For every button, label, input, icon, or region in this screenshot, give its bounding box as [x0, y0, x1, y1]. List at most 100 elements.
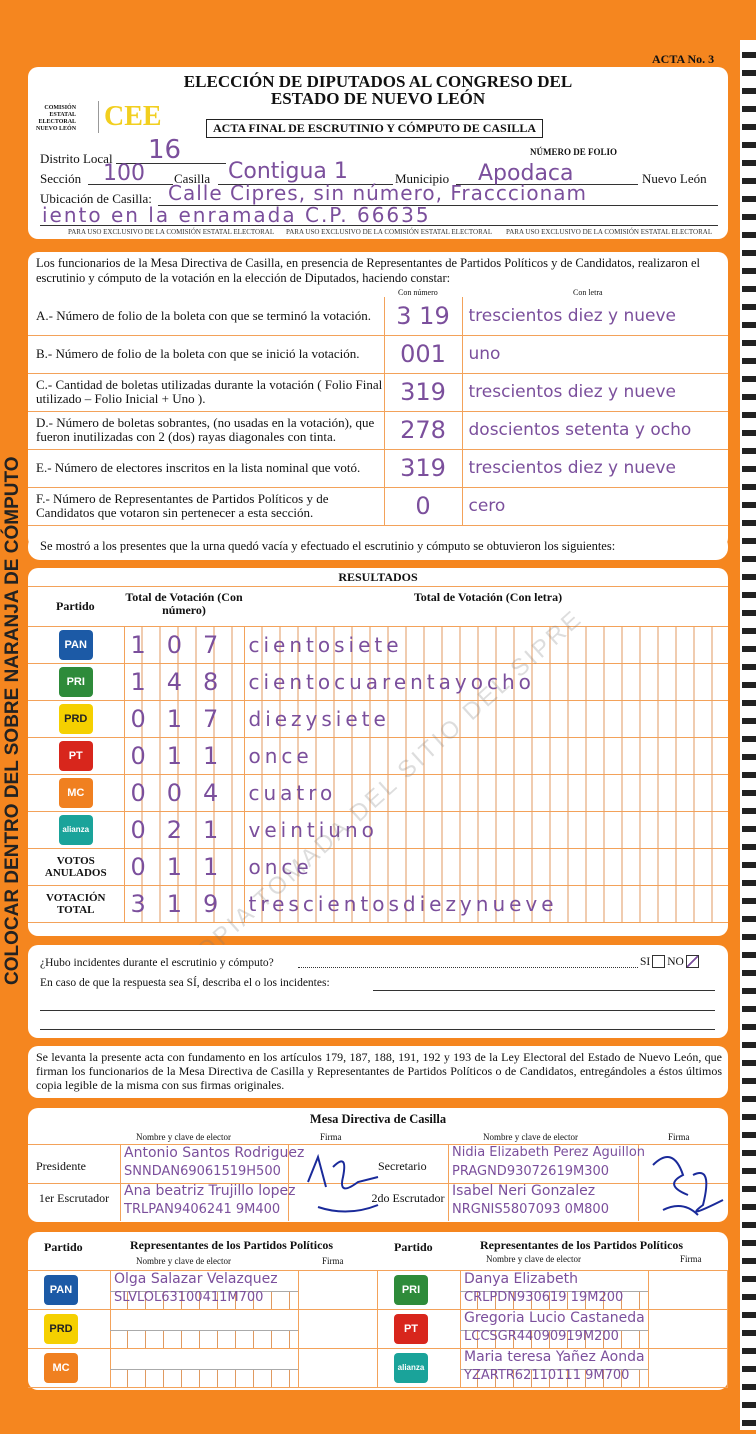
- row-label: VOTACIÓN TOTAL: [46, 892, 106, 916]
- rep-name: Danya Elizabeth: [464, 1271, 578, 1287]
- exclusive-note: PARA USO EXCLUSIVO DE LA COMISIÓN ESTATA…: [68, 228, 275, 236]
- org-name: COMISIÓN ESTATAL ELECTORAL NUEVO LEÓN: [36, 105, 77, 132]
- presidente-signature: [307, 1153, 379, 1213]
- results-row: VOTACIÓN TOTAL 319 trescientosdiezynueve: [28, 885, 728, 923]
- results-row: PRI 148 cientocuarentayocho: [28, 663, 728, 701]
- statement-num-value: 001: [400, 340, 446, 368]
- party-cell: MC: [28, 774, 125, 812]
- statement-panel: Los funcionarios de la Mesa Directiva de…: [28, 252, 728, 548]
- total-num-value: 021: [130, 816, 240, 844]
- results-panel: RESULTADOS Partido Total de Votación (Co…: [28, 568, 728, 979]
- alianza-logo-icon: alianza: [58, 815, 93, 845]
- presidente-label: Presidente: [36, 1159, 86, 1173]
- statement-row: F.- Número de Representantes de Partidos…: [28, 487, 728, 526]
- total-letra-value: cientosiete: [248, 633, 403, 657]
- no-label: NO: [667, 955, 684, 968]
- total-num-cell: 107: [123, 626, 245, 664]
- row-label: VOTOS ANULADOS: [44, 855, 107, 879]
- estado-label: Nuevo León: [642, 171, 707, 186]
- statement-num: 0: [384, 487, 463, 526]
- header-panel: ELECCIÓN DE DIPUTADOS AL CONGRESO DEL ES…: [28, 67, 728, 239]
- rep-clave: YZARTR62110111 9M700: [464, 1368, 630, 1383]
- acta-subtitle: ACTA FINAL DE ESCRUTINIO Y CÓMPUTO DE CA…: [206, 119, 544, 138]
- shown-note: Se mostró a los presentes que la urna qu…: [40, 539, 616, 553]
- title-line2: ESTADO DE NUEVO LEÓN: [270, 89, 486, 108]
- statement-table: A.- Número de folio de la boleta con que…: [28, 297, 728, 526]
- total-num-cell: 011: [123, 737, 245, 775]
- prd-logo-icon: PRD: [44, 1314, 78, 1344]
- rep-name: Gregoria Lucio Castaneda: [464, 1310, 645, 1326]
- statement-label: D.- Número de boletas sobrantes, (no usa…: [28, 411, 385, 450]
- total-num-value: 017: [130, 705, 240, 733]
- ubicacion-line2: iento en la enramada C.P. 66635: [42, 203, 431, 227]
- statement-letra-value: uno: [468, 344, 501, 364]
- incidents-describe-label: En caso de que la respuesta sea SÍ, desc…: [40, 977, 330, 989]
- escrutador1-clave: TRLPAN9406241 9M400: [124, 1202, 281, 1217]
- statement-num-value: 319: [400, 454, 446, 482]
- statement-num: 001: [384, 335, 463, 374]
- seccion-value: 100: [103, 161, 145, 186]
- secretario-name: Nidia Elizabeth Perez Aguillon: [452, 1145, 646, 1160]
- total-letra-cell: cientosiete: [243, 626, 728, 664]
- escrutador1-label: 1er Escrutador: [38, 1191, 110, 1205]
- distrito-label: Distrito Local: [40, 151, 113, 166]
- results-row: VOTOS ANULADOS 011 once: [28, 848, 728, 886]
- rep-clave: SLVLOL63100411M700: [114, 1290, 264, 1305]
- statement-letra-value: trescientos diez y nueve: [468, 382, 677, 402]
- total-num-cell: 021: [123, 811, 245, 849]
- statement-row: E.- Número de electores inscritos en la …: [28, 449, 728, 488]
- statement-letra-value: cero: [468, 496, 506, 516]
- results-row: alianza 021 veintiuno: [28, 811, 728, 849]
- statement-num-value: 319: [400, 378, 446, 406]
- folio-label: NÚMERO DE FOLIO: [530, 147, 618, 157]
- total-num-cell: 148: [123, 663, 245, 701]
- total-num-value: 004: [130, 779, 240, 807]
- edge-strip: [740, 40, 756, 1430]
- escrutador2-name: Isabel Neri Gonzalez: [452, 1183, 596, 1199]
- col-numero-header: Con número: [398, 288, 438, 297]
- total-num-cell: 011: [123, 848, 245, 886]
- total-letra-value: diezysiete: [248, 707, 390, 731]
- secretario-clave: PRAGND93072619M300: [452, 1164, 610, 1179]
- statement-label: E.- Número de electores inscritos en la …: [28, 449, 385, 488]
- incidents-panel: ¿Hubo incidentes durante el escrutinio y…: [28, 945, 728, 1038]
- total-num-value: 319: [130, 890, 240, 918]
- seccion-label: Sección: [40, 171, 82, 186]
- results-table: PAN 107 cientosiete PRI 148 cientocuarent…: [28, 626, 728, 923]
- presidente-clave: SNNDAN69061519H500: [124, 1164, 281, 1179]
- distrito-value: 16: [148, 135, 182, 165]
- title-line1: ELECCIÓN DE DIPUTADOS AL CONGRESO DEL: [183, 72, 573, 91]
- pt-logo-icon: PT: [58, 741, 93, 771]
- total-letra-cell: once: [243, 737, 728, 775]
- total-num-cell: 017: [123, 700, 245, 738]
- total-letra-value: once: [248, 744, 313, 768]
- results-title: RESULTADOS: [338, 570, 418, 584]
- pri-logo-icon: PRI: [394, 1275, 428, 1305]
- pan-logo-icon: PAN: [58, 630, 93, 660]
- statement-letra: cero: [462, 487, 728, 526]
- prd-logo-icon: PRD: [58, 704, 93, 734]
- results-row: MC 004 cuatro: [28, 774, 728, 812]
- results-row: PT 011 once: [28, 737, 728, 775]
- statement-letra-value: trescientos diez y nueve: [468, 305, 677, 326]
- total-letra-value: cientocuarentayocho: [248, 670, 535, 694]
- mc-logo-icon: MC: [58, 778, 93, 808]
- si-checkbox[interactable]: [652, 955, 666, 968]
- reps-partido-header: Partido: [44, 1240, 83, 1254]
- rep-row: PRD: [28, 1310, 378, 1349]
- exclusive-note: PARA USO EXCLUSIVO DE LA COMISIÓN ESTATA…: [286, 228, 493, 236]
- incidents-question: ¿Hubo incidentes durante el escrutinio y…: [40, 957, 274, 969]
- alianza-logo-icon: alianza: [394, 1353, 428, 1383]
- statement-label: B.- Número de folio de la boleta con que…: [28, 335, 385, 374]
- statement-letra-value: doscientos setenta y ocho: [468, 420, 692, 440]
- total-letra-value: once: [248, 855, 313, 879]
- total-num-value: 011: [130, 853, 240, 881]
- statement-letra: trescientos diez y nueve: [462, 297, 728, 336]
- no-checkbox-checked[interactable]: [685, 955, 699, 968]
- pan-logo-icon: PAN: [44, 1275, 78, 1305]
- reps-partido-header: Partido: [394, 1240, 433, 1254]
- total-letra-cell: cientocuarentayocho: [243, 663, 728, 701]
- mesa-panel: Mesa Directiva de Casilla Nombre y clave…: [28, 1108, 728, 1222]
- col-partido-header: Partido: [56, 599, 95, 613]
- col-firma-header: Firma: [320, 1132, 342, 1142]
